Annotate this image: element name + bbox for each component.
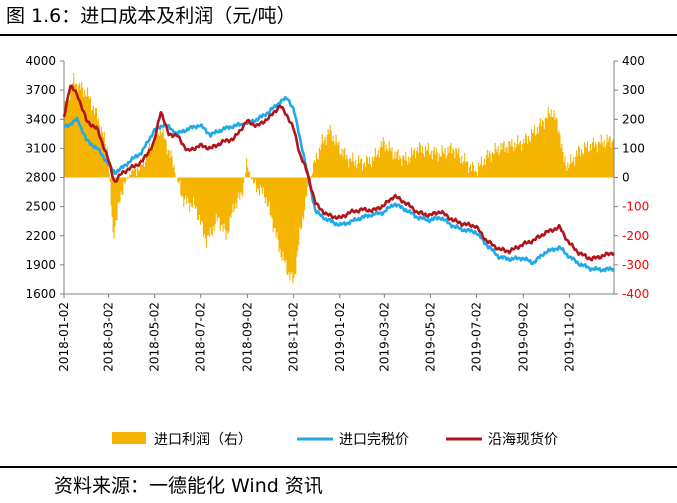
right-tick-label: -400: [622, 287, 649, 301]
left-tick-label: 1900: [25, 258, 56, 272]
tick-labels-layer: 160019002200250028003100340037004000-400…: [25, 54, 649, 372]
legend-profit: 进口利润（右）: [112, 432, 252, 448]
profit-price-chart: 160019002200250028003100340037004000-400…: [25, 54, 649, 448]
legend-label: 进口完税价: [339, 432, 409, 448]
right-tick-label: -200: [622, 229, 649, 243]
right-tick-label: 200: [622, 112, 645, 126]
legend: 进口利润（右） 进口完税价 沿海现货价: [112, 431, 558, 448]
x-tick-label: 2019-05-02: [423, 302, 437, 372]
x-tick-label: 2018-01-02: [57, 302, 71, 372]
left-tick-label: 3400: [25, 112, 56, 126]
x-tick-label: 2019-03-02: [377, 302, 391, 372]
coastal-spot-line: [62, 84, 616, 262]
legend-coastal-spot: 沿海现货价: [446, 431, 558, 448]
legend-label: 进口利润（右）: [154, 432, 252, 448]
title-rule: [0, 34, 677, 36]
right-tick-label: 100: [622, 141, 645, 155]
x-tick-label: 2018-05-02: [148, 302, 162, 372]
left-tick-label: 2800: [25, 171, 56, 185]
axes-layer: [60, 60, 618, 298]
x-tick-label: 2019-01-02: [333, 302, 347, 372]
profit-area-layer: [63, 73, 615, 284]
left-tick-label: 4000: [25, 54, 56, 68]
right-tick-label: -100: [622, 200, 649, 214]
profit-bars: [63, 73, 615, 284]
x-tick-label: 2018-07-02: [194, 302, 208, 372]
left-tick-label: 1600: [25, 287, 56, 301]
x-tick-label: 2018-03-02: [102, 302, 116, 372]
source-rule: [0, 466, 677, 468]
right-tick-label: -300: [622, 258, 649, 272]
price-lines-layer: [62, 84, 616, 273]
right-tick-label: 300: [622, 83, 645, 97]
x-tick-label: 2019-09-02: [516, 302, 530, 372]
figure-source: 资料来源：一德能化 Wind 资讯: [54, 475, 323, 497]
left-tick-label: 3700: [25, 83, 56, 97]
right-tick-label: 400: [622, 54, 645, 68]
legend-label: 沿海现货价: [488, 431, 558, 448]
x-tick-label: 2018-09-02: [241, 302, 255, 372]
import-cost-line: [63, 95, 616, 273]
x-tick-label: 2018-11-02: [287, 302, 301, 372]
left-tick-label: 3100: [25, 141, 56, 155]
legend-import-cost: 进口完税价: [297, 432, 409, 448]
left-tick-label: 2500: [25, 200, 56, 214]
left-tick-label: 2200: [25, 229, 56, 243]
right-tick-label: 0: [622, 171, 630, 185]
legend-swatch: [112, 432, 146, 444]
figure-title: 图 1.6：进口成本及利润（元/吨）: [6, 5, 296, 27]
x-tick-label: 2019-11-02: [562, 302, 576, 372]
x-tick-label: 2019-07-02: [470, 302, 484, 372]
